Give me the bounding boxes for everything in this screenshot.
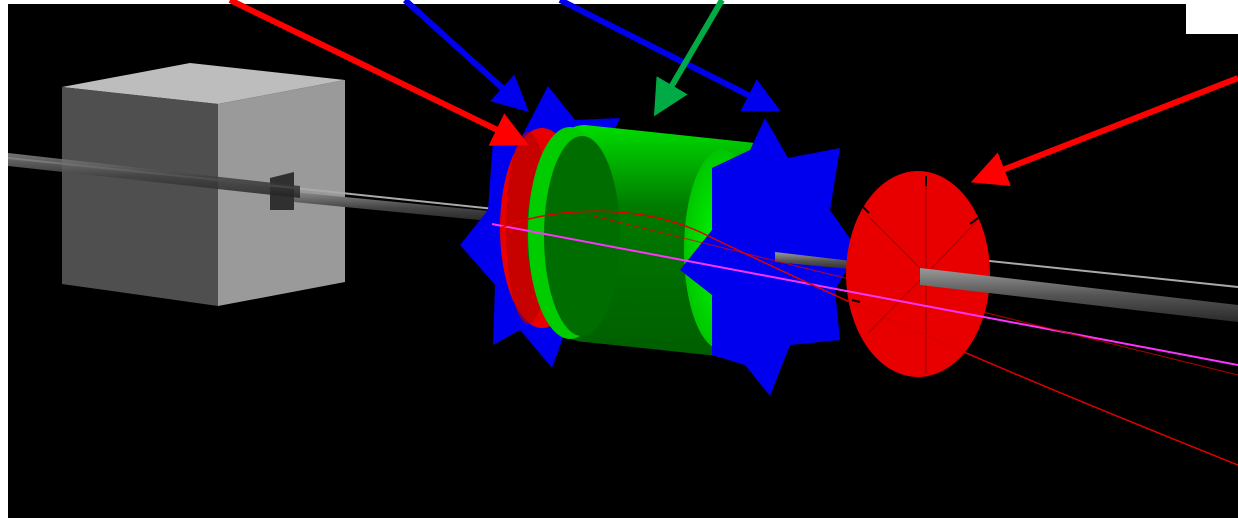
downstream-disk-spoke-2 [867,273,927,334]
downstream-disk-red-body [846,171,990,377]
beam-pipe-exit [920,268,1238,322]
target-box-top-face [62,63,345,104]
arrow-red-downstream [970,75,1238,187]
arrow-blue-downstream [558,0,781,112]
track-red-straight [589,214,1238,376]
downstream-disk-spoke-1 [867,215,927,275]
beam-pipe-upstream [294,192,520,224]
arrow-green-cylinder [653,0,725,117]
beam-pipe-downstream [775,252,860,270]
track-magenta [491,223,1238,366]
arrow-blue-upstream [402,0,529,113]
downstream-disk-notch-4 [969,217,979,225]
downstream-disk-notch-3 [851,299,861,303]
central-cylinder-green [526,125,760,360]
beam-pipe-inlet [8,153,300,198]
downstream-disk-spoke-3 [925,221,977,275]
arrow-red-upstream [228,0,529,146]
downstream-disk-red [846,171,990,377]
corner-notch [1186,4,1238,34]
downstream-ring-blue [680,118,858,396]
downstream-disk-notch-2 [861,205,870,214]
central-cylinder-upstream-face-inner [544,136,620,336]
target-box-front-face [62,87,218,306]
